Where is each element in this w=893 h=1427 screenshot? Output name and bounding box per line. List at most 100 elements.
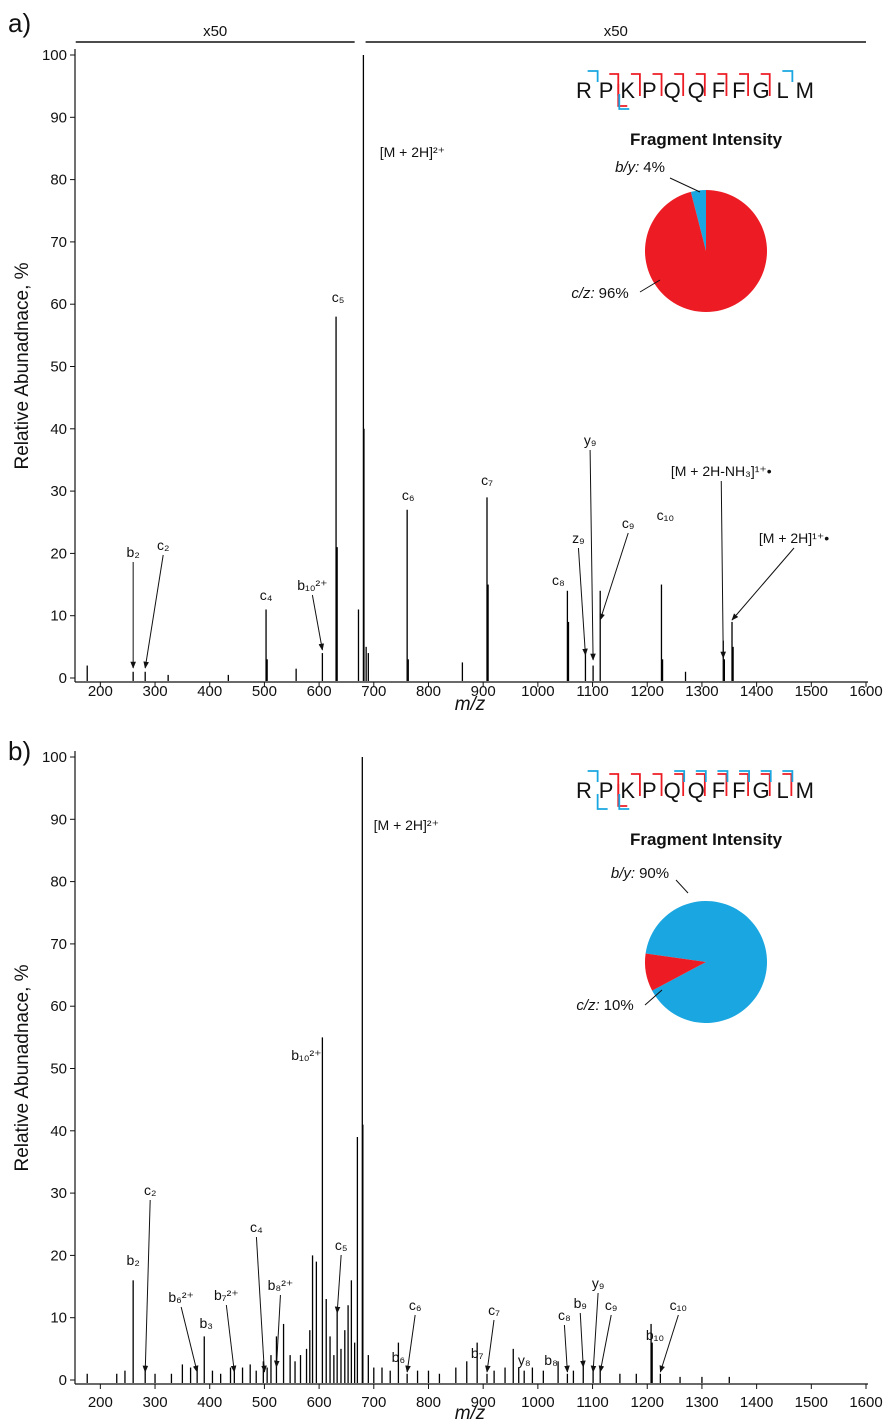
peak-annotation: y₉ (592, 1275, 605, 1291)
peak-annotation: b₇ (471, 1345, 484, 1361)
cleavage-bracket (695, 73, 706, 96)
x-tick-label: 1200 (631, 683, 664, 700)
cleavage-bracket (617, 84, 628, 107)
x-tick-label: 200 (88, 683, 113, 700)
peak-annotation: b₇²⁺ (214, 1287, 239, 1303)
peak-annotation: c₂ (144, 1182, 156, 1198)
x-tick-label: 300 (143, 683, 168, 700)
peak-annotation: c₅ (335, 1237, 348, 1253)
y-tick-label: 90 (50, 109, 67, 126)
cleavage-bracket (674, 73, 685, 96)
y-axis-title: Relative Abunadnace, % (12, 262, 33, 469)
peak-annotation: z₉ (572, 530, 585, 546)
cleavage-bracket (618, 94, 630, 110)
peak-annotation: b₁₀²⁺ (291, 1047, 321, 1063)
cleavage-bracket (652, 73, 663, 96)
peak-annotation: b₈²⁺ (268, 1277, 294, 1293)
y-tick-label: 100 (42, 749, 67, 766)
peak-annotation: c₅ (332, 289, 345, 305)
annotation-arrow (579, 1312, 586, 1368)
cleavage-bracket (674, 773, 685, 796)
peak-annotation: b₁₀ (646, 1327, 665, 1343)
x-tick-label: 1600 (849, 1394, 882, 1411)
y-tick-label: 70 (50, 234, 67, 251)
cleavage-bracket (587, 70, 599, 82)
peak-annotation: c₁₀ (657, 507, 675, 523)
x-tick-label: 200 (88, 1394, 113, 1411)
peak-annotation: y₉ (584, 432, 597, 448)
pie-slice (690, 190, 706, 251)
cleavage-bracket (739, 770, 750, 782)
peak-annotation: c₄ (260, 587, 273, 603)
x-tick-label: 500 (252, 1394, 277, 1411)
peak-annotation: c₇ (481, 472, 493, 488)
cleavage-bracket (630, 773, 641, 796)
y-tick-label: 50 (50, 359, 67, 376)
cleavage-bracket (652, 773, 663, 796)
x-tick-label: 600 (307, 1394, 332, 1411)
slice-value: 10% (604, 997, 634, 1014)
cleavage-bracket (695, 770, 707, 782)
cleavage-bracket (760, 773, 771, 796)
y-tick-label: 80 (50, 172, 67, 189)
peak-annotation: b₆ (392, 1349, 405, 1365)
peak-annotation: c₄ (250, 1219, 263, 1235)
cleavage-bracket (618, 794, 630, 810)
peak-annotation: c₆ (409, 1297, 422, 1313)
y-tick-label: 10 (50, 608, 67, 625)
peak-annotation: c₉ (605, 1297, 618, 1313)
x-tick-label: 400 (197, 1394, 222, 1411)
slice-label: b/y: 4% (615, 159, 665, 176)
x-tick-label: 600 (307, 683, 332, 700)
annotation-arrow (180, 1306, 199, 1373)
x-tick-label: 800 (416, 1394, 441, 1411)
y-tick-label: 10 (50, 1310, 67, 1327)
y-tick-label: 30 (50, 1185, 67, 1202)
y-tick-label: 20 (50, 545, 67, 562)
annotation-arrow (589, 449, 596, 661)
peptide-sequence: RPKPQQFFGLM (576, 778, 814, 803)
slice-label: b/y: 90% (611, 865, 669, 882)
x-tick-label: 700 (361, 683, 386, 700)
peak-annotation: b₃ (200, 1315, 214, 1331)
y-tick-label: 60 (50, 998, 67, 1015)
y-tick-label: 70 (50, 936, 67, 953)
x-tick-label: 1000 (521, 683, 554, 700)
peak-annotation: c₂ (157, 537, 169, 553)
slice-name: b/y: (611, 865, 635, 882)
annotation-arrow (143, 554, 164, 669)
panel-label: a) (8, 8, 31, 38)
cleavage-bracket (630, 73, 641, 96)
pie-title: Fragment Intensity (630, 830, 783, 849)
annotation-arrow (563, 1324, 570, 1373)
leader-line (644, 989, 663, 1006)
peak-annotation: [M + 2H-NH₃]¹⁺• (671, 463, 772, 479)
cleavage-bracket (760, 73, 771, 96)
cleavage-bracket (695, 773, 706, 796)
x-axis-title: m/z (455, 1403, 486, 1424)
annotation-arrow (577, 547, 588, 656)
x-tick-label: 900 (471, 683, 496, 700)
pie-slice (644, 190, 767, 312)
y-tick-label: 60 (50, 296, 67, 313)
annotation-arrow (273, 1294, 281, 1368)
annotation-arrow (405, 1314, 416, 1373)
cleavage-bracket (782, 773, 793, 796)
cleavage-bracket (782, 70, 794, 82)
annotation-arrow (334, 1254, 342, 1314)
cleavage-bracket (739, 773, 749, 796)
annotation-arrow (225, 1304, 237, 1373)
peak-annotation: c₉ (622, 515, 635, 531)
annotation-arrow (255, 1236, 267, 1373)
peak-annotation: b₂ (127, 1252, 140, 1268)
peak-annotation: b₈ (544, 1352, 558, 1368)
cleavage-bracket (717, 773, 728, 796)
x-tick-label: 300 (143, 1394, 168, 1411)
x-tick-label: 700 (361, 1394, 386, 1411)
cleavage-bracket (717, 73, 728, 96)
y-tick-label: 0 (59, 1372, 67, 1389)
cleavage-bracket (739, 73, 749, 96)
peak-annotation: b₉ (574, 1295, 587, 1311)
x-tick-label: 1000 (521, 1394, 554, 1411)
